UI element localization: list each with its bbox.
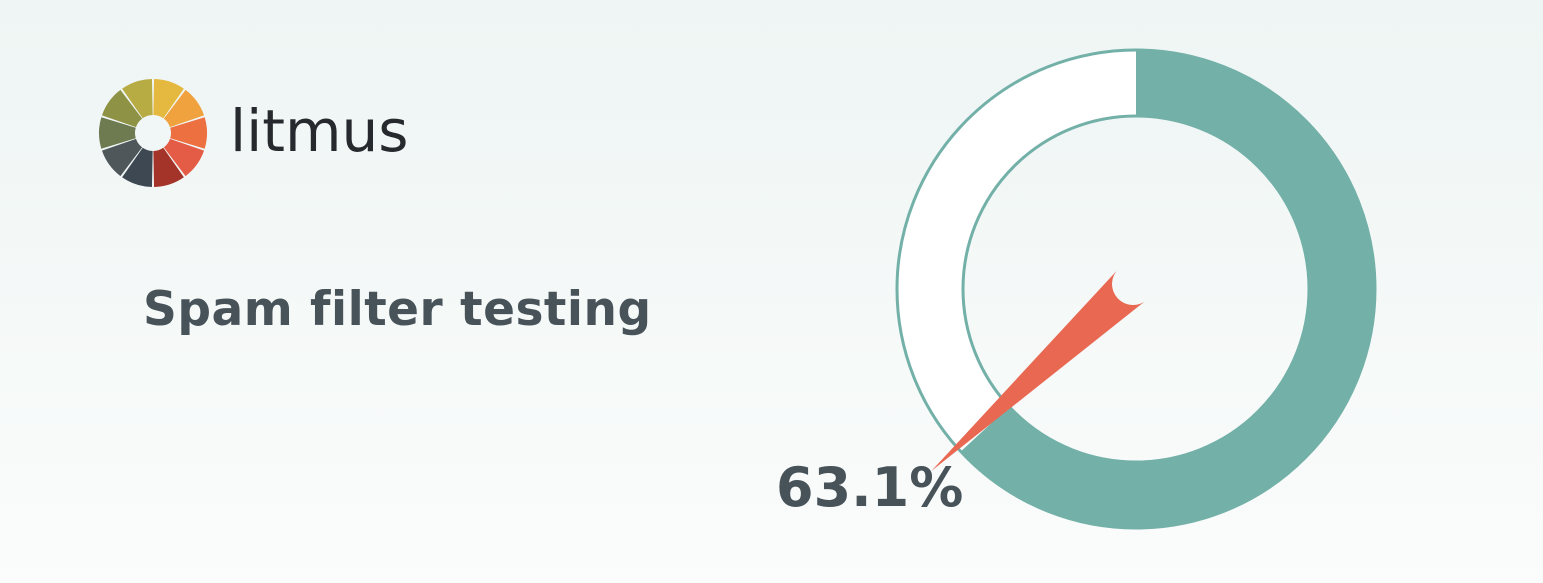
logo-wheel-segment [170, 117, 207, 149]
gauge-needle [931, 268, 1148, 471]
logo-wheel-segment [122, 147, 153, 187]
logo-wheel-segment [101, 138, 143, 177]
logo-wheel-segment [122, 79, 153, 119]
logo-wheel-segment [99, 117, 136, 149]
page-title: Spam filter testing [143, 282, 652, 337]
logo-wheel-segment [163, 138, 205, 177]
gauge-inner-outline [961, 114, 1311, 464]
logo-wheel-segment [163, 89, 205, 128]
logo-wheel-segment [153, 147, 184, 187]
brand-name: litmus [230, 97, 409, 165]
logo-wheel-segment [101, 89, 143, 128]
logo-wheel-segment [153, 79, 184, 119]
gauge-filled-arc [960, 50, 1375, 528]
gauge-value-label: 63.1% [776, 456, 963, 519]
litmus-logo[interactable]: litmus [98, 78, 408, 188]
color-wheel-icon [99, 79, 207, 187]
gauge-outer-outline [895, 48, 1377, 530]
